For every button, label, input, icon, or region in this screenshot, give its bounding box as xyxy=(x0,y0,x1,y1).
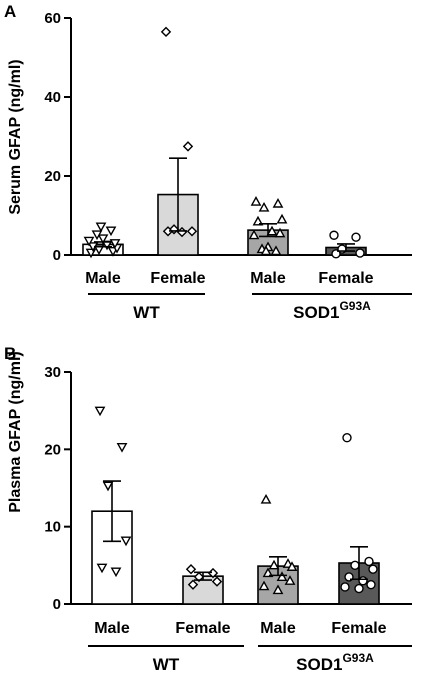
panel-b-data-point xyxy=(96,563,108,574)
panel-a-data-point xyxy=(266,225,278,236)
panel-a-group-labels: WT SOD1G93A xyxy=(88,293,412,322)
panel-b-data-point xyxy=(276,571,288,581)
panel-b-data-point xyxy=(368,564,378,574)
panel-a-y-tick-label: 40 xyxy=(44,89,61,106)
panel-a-y-axis-label: Serum GFAP (ng/ml) xyxy=(7,59,24,214)
panel-a-category-label: Male xyxy=(250,270,286,287)
panel-b: B Plasma GFAP (ng/ml) 0 10 20 30 Male Female… xyxy=(4,344,412,674)
panel-a-data-point xyxy=(160,26,172,38)
panel-b-data-point xyxy=(366,579,376,590)
panel-b-data-point xyxy=(354,583,364,594)
panel-b-data-point xyxy=(262,567,274,578)
panel-b-data-point xyxy=(211,576,223,587)
panel-b-data-point xyxy=(358,576,368,586)
panel-a-group-label-main: SOD1 xyxy=(293,303,339,322)
panel-a-data-point xyxy=(272,198,284,208)
panel-a-data-point xyxy=(355,248,365,258)
panel-b-data-point xyxy=(102,481,114,492)
panel-a-data-point xyxy=(162,226,174,237)
panel-a-data-point xyxy=(260,245,272,256)
panel-b-group-labels: WT SOD1G93A xyxy=(88,645,412,674)
panel-b-letter: B xyxy=(4,344,16,363)
panel-b-group-label-main: SOD1 xyxy=(296,655,342,674)
panel-a-y-tick-label: 60 xyxy=(44,10,61,27)
panel-b-data-point xyxy=(185,564,197,575)
panel-a-group-label-main: WT xyxy=(133,303,160,322)
panel-b-data-point xyxy=(258,580,270,591)
panel-a-category-labels: Male Female Male Female xyxy=(85,270,373,287)
panel-b-y-tick-label: 10 xyxy=(44,519,61,536)
panel-b-category-label: Male xyxy=(94,620,130,637)
panel-b-data-point xyxy=(110,567,122,578)
panel-a-category-label: Female xyxy=(318,270,373,287)
panel-b-data-point xyxy=(260,493,272,504)
panel-b-error-bars xyxy=(103,480,368,581)
panel-b-category-labels: Male Female Male Female xyxy=(94,620,386,637)
panel-b-data-point xyxy=(268,559,280,570)
panel-b-data-point xyxy=(286,561,298,571)
panel-a-category-label: Female xyxy=(150,270,205,287)
panel-a-points xyxy=(83,26,365,259)
panel-b-category-label: Male xyxy=(260,620,296,637)
panel-b-data-point xyxy=(94,406,106,417)
panel-a-letter: A xyxy=(4,2,16,21)
panel-b-bars xyxy=(91,510,380,605)
panel-b-y-tick-label: 30 xyxy=(44,364,61,381)
panel-a-data-point xyxy=(109,239,121,249)
panel-b-data-point xyxy=(193,571,205,583)
panel-a-data-point xyxy=(248,229,260,240)
panel-b-group-label-main: WT xyxy=(153,655,180,674)
panel-a-data-point xyxy=(182,141,194,152)
panel-a-data-point xyxy=(95,222,107,233)
panel-b-y-tick-label: 20 xyxy=(44,441,61,458)
panel-a-y-tick-label: 0 xyxy=(53,247,61,264)
panel-a-data-point xyxy=(252,215,264,226)
panel-a-data-point xyxy=(91,230,103,241)
panel-b-data-point xyxy=(284,575,296,585)
panel-b-y-tick-label: 0 xyxy=(53,596,61,613)
panel-b-data-point xyxy=(342,433,352,443)
panel-b-group-label: WT xyxy=(153,655,180,674)
panel-a-group-label: WT xyxy=(133,303,160,322)
panel-b-group-label: SOD1G93A xyxy=(296,651,374,674)
panel-a-data-point xyxy=(258,201,270,212)
panel-b-y-axis-label: Plasma GFAP (ng/ml) xyxy=(7,351,24,513)
panel-b-category-label: Female xyxy=(331,620,386,637)
panel-a-data-point xyxy=(274,227,286,238)
panel-b-data-point xyxy=(120,536,132,547)
panel-a-data-point xyxy=(351,232,361,242)
panel-b-category-label: Female xyxy=(175,620,230,637)
panel-a-bars xyxy=(82,193,367,256)
panel-a-data-point xyxy=(97,234,109,245)
panel-a-data-point xyxy=(270,245,282,256)
panel-b-data-point xyxy=(340,582,350,592)
panel-b-points xyxy=(94,406,378,595)
panel-a-data-point xyxy=(329,230,339,240)
panel-b-data-point xyxy=(350,560,360,571)
panel-b-data-point xyxy=(272,584,284,595)
panel-a-category-label: Male xyxy=(85,270,121,287)
panel-a-error-bars xyxy=(94,157,355,252)
panel-a-data-point xyxy=(276,213,288,224)
panel-a-group-label: SOD1G93A xyxy=(293,299,371,322)
panel-a-y-tick-label: 20 xyxy=(44,168,61,185)
panel-b-data-point xyxy=(116,442,128,453)
panel-a-data-point xyxy=(186,226,198,237)
panel-a-data-point xyxy=(105,226,117,237)
panel-b-data-point xyxy=(364,556,374,567)
panel-a-data-point xyxy=(250,196,262,206)
panel-b-group-label-sup: G93A xyxy=(342,651,374,665)
panel-a-data-point xyxy=(83,236,95,247)
panel-a-group-label-sup: G93A xyxy=(339,299,371,313)
panel-b-data-point xyxy=(187,579,199,590)
